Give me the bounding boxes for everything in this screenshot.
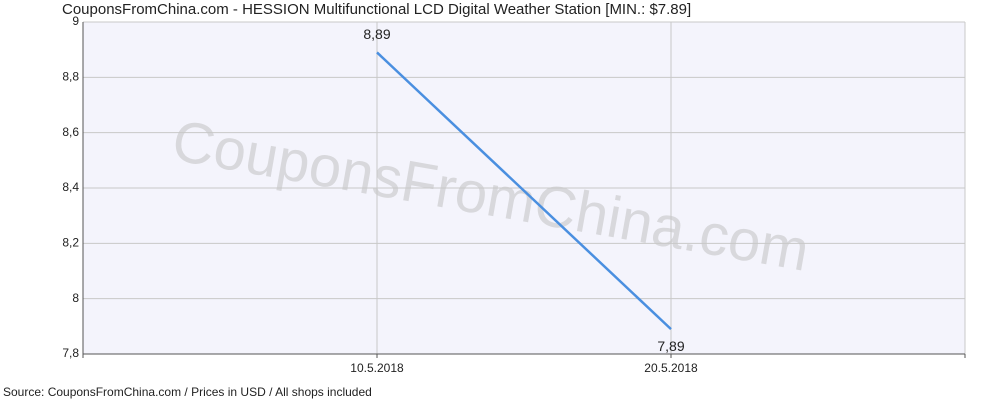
y-tick-label: 9 [72,14,79,28]
x-tick-label: 20.5.2018 [644,361,698,375]
price-line [376,51,672,331]
value-label: 7,89 [657,338,684,354]
chart-title: CouponsFromChina.com - HESSION Multifunc… [62,1,691,18]
value-label: 8,89 [363,26,390,42]
y-tick-label: 8,6 [62,125,79,139]
y-tick-label: 8,4 [62,180,79,194]
y-tick-label: 8 [72,291,79,305]
x-tick-label: 10.5.2018 [350,361,404,375]
y-tick-label: 8,8 [62,70,79,84]
y-tick-label: 8,2 [62,236,79,250]
y-tick-label: 7,8 [62,346,79,360]
source-note: Source: CouponsFromChina.com / Prices in… [3,385,372,399]
